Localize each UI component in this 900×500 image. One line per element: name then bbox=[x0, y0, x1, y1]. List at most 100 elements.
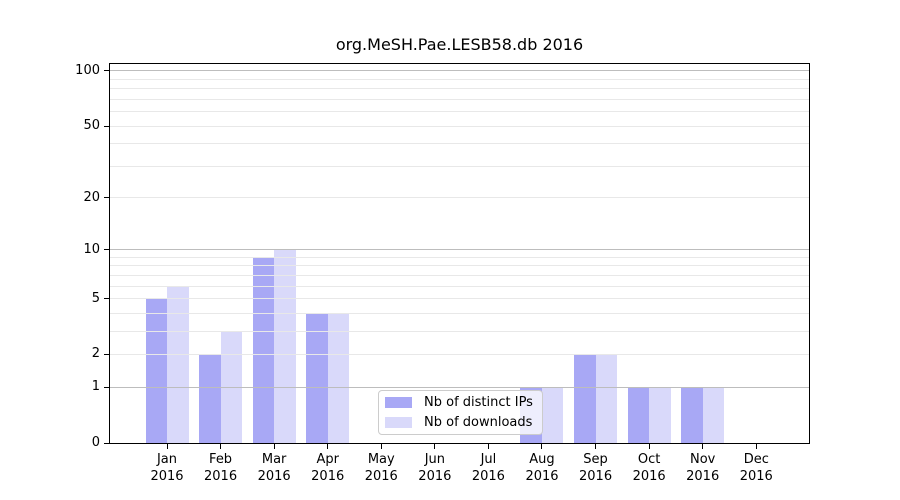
bar-distinct-ips-oct bbox=[627, 387, 650, 443]
x-tick-month: Jan bbox=[156, 452, 178, 467]
x-tick-month: Dec bbox=[743, 452, 769, 467]
x-tick-month: Nov bbox=[690, 452, 716, 467]
legend-entry-downloads: Nb of downloads bbox=[385, 414, 536, 431]
y-tick-label: 2 bbox=[91, 346, 100, 362]
x-tick-label: Apr 2016 bbox=[288, 451, 368, 485]
x-tick-year: 2016 bbox=[471, 469, 505, 484]
bar-downloads-oct bbox=[649, 387, 671, 443]
bar-downloads-nov bbox=[702, 387, 725, 443]
gridline-major bbox=[110, 386, 809, 388]
gridline-minor bbox=[110, 111, 809, 113]
legend: Nb of distinct IPs Nb of downloads bbox=[378, 390, 543, 435]
bar-downloads-mar bbox=[274, 249, 296, 443]
x-tick-month: Aug bbox=[529, 452, 555, 467]
x-tick-mark bbox=[434, 444, 436, 449]
x-tick-label: Jan 2016 bbox=[127, 451, 207, 485]
y-tick-mark bbox=[104, 298, 109, 300]
y-tick-label: 1 bbox=[91, 379, 100, 395]
y-tick-mark bbox=[104, 197, 109, 199]
bar-distinct-ips-mar bbox=[252, 257, 275, 443]
y-tick-mark bbox=[104, 70, 109, 72]
x-tick-year: 2016 bbox=[739, 469, 773, 484]
x-tick-mark bbox=[327, 444, 329, 449]
gridline-minor bbox=[110, 285, 809, 287]
x-tick-year: 2016 bbox=[204, 469, 238, 484]
x-tick-label: Dec 2016 bbox=[716, 451, 796, 485]
x-tick-label: Sep 2016 bbox=[556, 451, 636, 485]
x-tick-month: May bbox=[367, 452, 395, 467]
y-tick-mark bbox=[104, 249, 109, 251]
x-tick-month: Apr bbox=[316, 452, 339, 467]
y-tick-mark bbox=[104, 125, 109, 127]
gridline-minor bbox=[110, 274, 809, 276]
bar-downloads-sep bbox=[595, 354, 618, 443]
bar-distinct-ips-nov bbox=[681, 387, 703, 443]
x-tick-year: 2016 bbox=[418, 469, 452, 484]
x-tick-month: Jul bbox=[480, 452, 497, 467]
x-tick-label: Aug 2016 bbox=[502, 451, 582, 485]
x-tick-month: Oct bbox=[637, 452, 661, 467]
bar-distinct-ips-apr bbox=[306, 313, 328, 443]
plot-area bbox=[109, 63, 810, 444]
gridline-minor bbox=[110, 197, 809, 199]
chart-title: org.MeSH.Pae.LESB58.db 2016 bbox=[335, 35, 584, 54]
x-tick-year: 2016 bbox=[150, 469, 184, 484]
gridline-minor bbox=[110, 143, 809, 145]
gridline-major bbox=[110, 249, 809, 251]
y-tick-label: 100 bbox=[75, 62, 100, 78]
bar-distinct-ips-jan bbox=[145, 298, 167, 443]
gridline-minor bbox=[110, 312, 809, 314]
plot-inner bbox=[110, 64, 809, 443]
x-tick-month: Feb bbox=[209, 452, 233, 467]
x-tick-mark bbox=[380, 444, 382, 449]
x-tick-label: Jun 2016 bbox=[395, 451, 475, 485]
x-tick-label: Nov 2016 bbox=[663, 451, 743, 485]
gridline-minor bbox=[110, 265, 809, 267]
y-tick-mark bbox=[104, 442, 109, 444]
x-tick-year: 2016 bbox=[632, 469, 666, 484]
legend-label-downloads: Nb of downloads bbox=[424, 415, 533, 430]
bar-downloads-aug bbox=[541, 387, 564, 443]
x-tick-mark bbox=[648, 444, 650, 449]
x-tick-month: Sep bbox=[583, 452, 608, 467]
x-tick-mark bbox=[702, 444, 704, 449]
x-tick-label: Mar 2016 bbox=[234, 451, 314, 485]
bar-downloads-apr bbox=[327, 313, 350, 443]
y-tick-label: 20 bbox=[83, 189, 100, 205]
x-tick-mark bbox=[755, 444, 757, 449]
gridline-minor bbox=[110, 98, 809, 100]
x-tick-mark bbox=[220, 444, 222, 449]
bar-distinct-ips-feb bbox=[199, 354, 221, 443]
x-tick-label: Oct 2016 bbox=[609, 451, 689, 485]
bar-downloads-jan bbox=[167, 286, 189, 443]
legend-swatch-distinct-ips bbox=[385, 397, 412, 408]
gridline-minor bbox=[110, 88, 809, 90]
legend-entry-distinct-ips: Nb of distinct IPs bbox=[385, 394, 536, 411]
y-tick-mark bbox=[104, 353, 109, 355]
y-tick-label: 5 bbox=[91, 290, 100, 306]
y-tick-label: 0 bbox=[91, 435, 100, 450]
x-tick-year: 2016 bbox=[257, 469, 291, 484]
x-tick-label: Jul 2016 bbox=[448, 451, 528, 485]
x-tick-mark bbox=[487, 444, 489, 449]
x-tick-year: 2016 bbox=[579, 469, 613, 484]
gridline-minor bbox=[110, 298, 809, 300]
gridline-major bbox=[110, 70, 809, 72]
gridline-minor bbox=[110, 125, 809, 127]
x-tick-mark bbox=[166, 444, 168, 449]
legend-swatch-downloads bbox=[385, 417, 412, 428]
x-tick-year: 2016 bbox=[525, 469, 559, 484]
gridline-minor bbox=[110, 330, 809, 332]
x-tick-month: Jun bbox=[424, 452, 445, 467]
x-tick-month: Mar bbox=[261, 452, 287, 467]
x-tick-mark bbox=[541, 444, 543, 449]
x-tick-label: May 2016 bbox=[341, 451, 421, 485]
x-tick-year: 2016 bbox=[364, 469, 398, 484]
x-tick-mark bbox=[273, 444, 275, 449]
x-tick-year: 2016 bbox=[686, 469, 720, 484]
x-tick-mark bbox=[595, 444, 597, 449]
y-tick-label: 50 bbox=[83, 118, 100, 134]
x-tick-label: Feb 2016 bbox=[181, 451, 261, 485]
legend-label-distinct-ips: Nb of distinct IPs bbox=[424, 395, 533, 410]
